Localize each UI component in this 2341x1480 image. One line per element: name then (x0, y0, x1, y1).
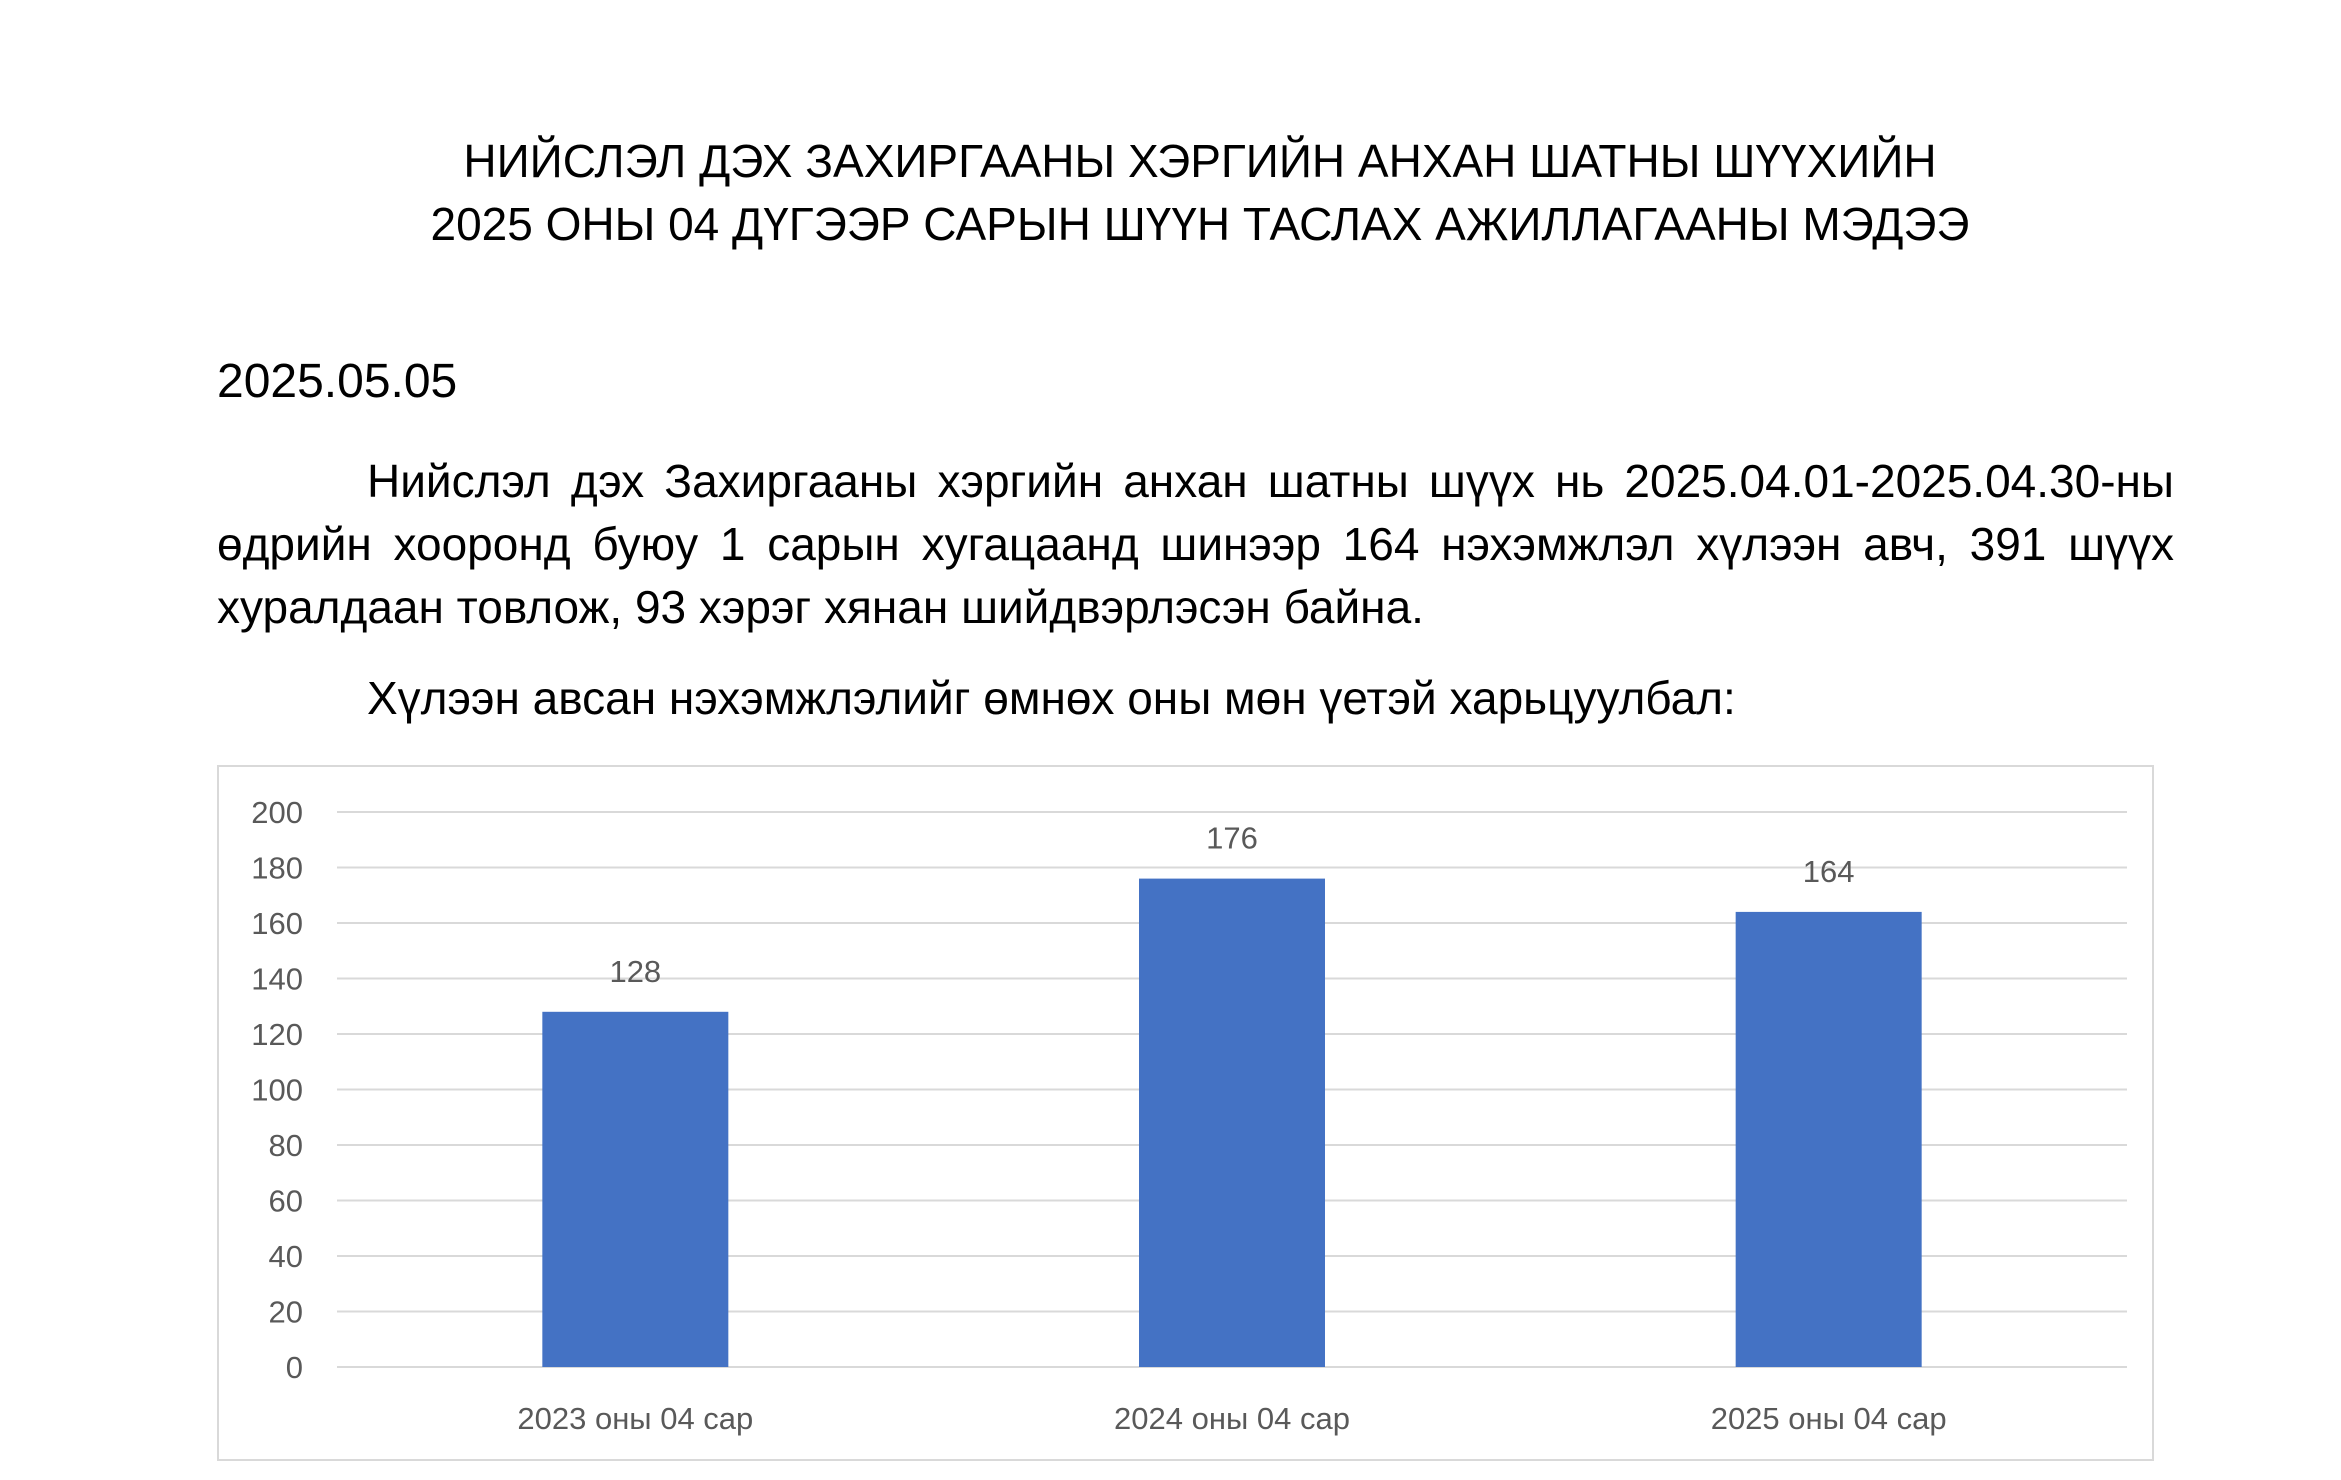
y-tick-label: 100 (251, 1073, 303, 1108)
bar-chart-svg: 0 20 40 60 80 100 120 140 160 180 200 128 2023 оны 0… (251, 795, 2127, 1436)
x-tick-label: 2023 оны 04 сар (517, 1401, 753, 1436)
body-paragraph: Нийслэл дэх Захиргааны хэргийн анхан шат… (217, 455, 2174, 633)
bar-chart: 0 20 40 60 80 100 120 140 160 180 200 128 2023 оны 0… (217, 765, 2154, 1461)
data-label: 176 (1206, 821, 1258, 856)
title-line-1: НИЙСЛЭЛ ДЭХ ЗАХИРГААНЫ ХЭРГИЙН АНХАН ШАТ… (463, 135, 1937, 187)
data-label: 128 (609, 954, 661, 989)
y-tick-label: 200 (251, 795, 303, 830)
x-tick-label: 2025 оны 04 сар (1711, 1401, 1947, 1436)
y-tick-label: 60 (269, 1184, 303, 1219)
y-tick-label: 80 (269, 1128, 303, 1163)
y-tick-label: 160 (251, 906, 303, 941)
y-tick-label: 0 (286, 1350, 303, 1385)
document-title: НИЙСЛЭЛ ДЭХ ЗАХИРГААНЫ ХЭРГИЙН АНХАН ШАТ… (0, 130, 2341, 256)
document-date: 2025.05.05 (217, 355, 458, 408)
title-line-2: 2025 ОНЫ 04 ДҮГЭЭР САРЫН ШҮҮН ТАСЛАХ АЖИ… (430, 198, 1970, 250)
y-tick-label: 120 (251, 1017, 303, 1052)
bar (542, 1011, 729, 1367)
x-tick-label: 2024 оны 04 сар (1114, 1401, 1350, 1436)
bar (1735, 911, 1922, 1367)
y-tick-label: 40 (269, 1239, 303, 1274)
y-tick-label: 180 (251, 851, 303, 886)
bar (1139, 878, 1325, 1367)
y-tick-label: 140 (251, 962, 303, 997)
data-label: 164 (1803, 854, 1855, 889)
chart-intro-text: Хүлээн авсан нэхэмжлэлийг өмнөх оны мөн … (367, 672, 1736, 724)
y-tick-label: 20 (269, 1295, 303, 1330)
